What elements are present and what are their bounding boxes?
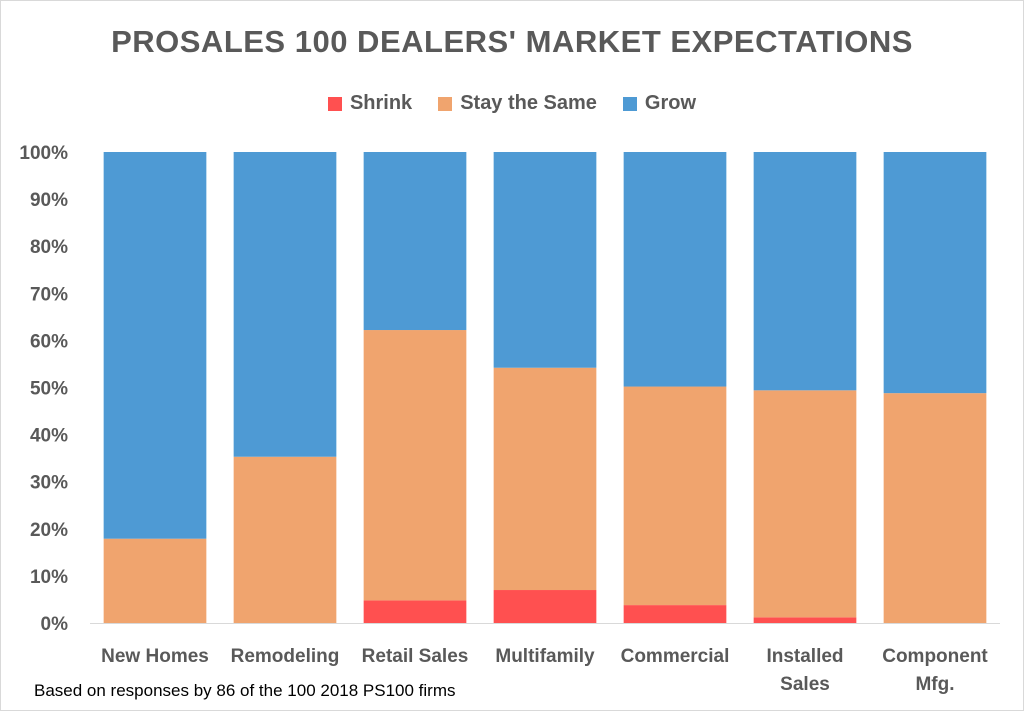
x-category-label: Retail Sales [362,646,469,667]
x-category-label-line: Commercial [621,646,730,667]
x-category-label-line: Multifamily [495,646,595,667]
y-tick-label: 90% [30,190,68,211]
x-category-label: Commercial [621,646,730,667]
legend-swatch-shrink [327,96,342,111]
chart-title: PROSALES 100 DEALERS' MARKET EXPECTATION… [111,24,913,59]
legend-label-grow: Grow [644,92,697,114]
bar-grow [753,152,857,391]
legend-item-shrink: Shrink [327,92,413,115]
bar-grow [883,152,987,394]
y-tick-label: 40% [30,426,68,447]
y-tick-label: 50% [30,379,68,400]
legend-swatch-grow [622,96,637,111]
legend-item-grow: Grow [622,92,697,115]
x-category-label-line: Component [882,646,988,667]
bar-grow [103,152,207,539]
bar-shrink [623,605,727,623]
x-category-label-line: Retail Sales [362,646,469,667]
x-category-label: Multifamily [495,646,595,667]
bar-grow [233,152,337,457]
bar-grow [363,152,467,331]
legend-label-shrink: Shrink [349,92,413,114]
x-category-label: Component Mfg. [882,646,988,695]
x-category-label-line: New Homes [101,646,209,667]
bar-stay-the-same [883,393,987,623]
bar-stay-the-same [103,538,207,623]
legend-item-stay-the-same: Stay the Same [438,92,597,115]
legend-swatch-stay-the-same [438,96,453,111]
y-tick-label: 10% [30,567,68,588]
bar-grow [623,152,727,387]
y-tick-label: 70% [30,284,68,305]
footnote: Based on responses by 86 of the 100 2018… [34,681,456,700]
y-tick-label: 30% [30,473,68,494]
x-category-label: Installed Sales [766,646,843,695]
bar-shrink [363,600,467,623]
x-category-label-line: Remodeling [231,646,340,667]
bar-stay-the-same [233,456,337,623]
legend-label-stay-the-same: Stay the Same [460,92,597,114]
y-tick-label: 100% [19,143,68,164]
x-category-label-line: Installed [766,646,843,667]
x-category-label: New Homes [101,646,209,667]
bar-stay-the-same [493,367,597,591]
bar-stay-the-same [753,390,857,618]
x-category-label-line: Sales [780,674,830,695]
legend: Shrink Stay the Same Grow [0,92,1024,115]
bar-shrink [753,617,857,623]
bar-grow [493,152,597,368]
x-category-label-line: Mfg. [915,674,954,695]
bar-stay-the-same [623,386,727,606]
y-tick-label: 20% [30,520,68,541]
y-tick-label: 60% [30,331,68,352]
x-category-label: Remodeling [231,646,340,667]
bar-stay-the-same [363,330,467,601]
bar-shrink [493,590,597,623]
y-tick-label: 80% [30,237,68,258]
y-tick-label: 0% [41,614,69,635]
